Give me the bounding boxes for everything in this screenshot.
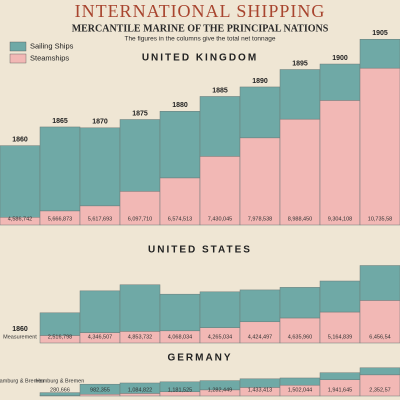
bar-segment xyxy=(279,377,321,386)
x-tick-label: 1890 xyxy=(252,78,268,85)
total-label: 6,574,513 xyxy=(168,216,192,222)
total-label: 5,617,693 xyxy=(88,216,112,222)
total-label: 6,456,54 xyxy=(369,334,390,340)
total-label: 982,355 xyxy=(90,387,110,393)
x-tick-label: 1860 xyxy=(12,326,28,333)
bar-segment xyxy=(239,378,281,388)
total-label: 4,424,497 xyxy=(248,334,272,340)
bar-segment xyxy=(319,372,361,380)
total-label: 1,502,044 xyxy=(288,387,312,393)
bar-segment xyxy=(279,118,321,226)
total-label: 1,181,525 xyxy=(168,387,192,393)
bar-segment xyxy=(319,280,361,313)
total-label: 1,941,645 xyxy=(328,387,352,393)
bar-segment xyxy=(39,312,81,336)
bar-segment xyxy=(239,86,281,139)
total-label: 8,988,450 xyxy=(288,216,312,222)
bar-segment xyxy=(359,265,400,301)
bar-segment xyxy=(119,284,161,332)
chart-title: INTERNATIONAL SHIPPING xyxy=(75,1,326,21)
bar-segment xyxy=(159,293,201,332)
total-label: 1,282,449 xyxy=(208,387,232,393)
legend-swatch xyxy=(9,53,27,64)
legend-label: Sailing Ships xyxy=(30,41,74,50)
x-tick-label: 1875 xyxy=(132,110,148,117)
bar-segment xyxy=(199,291,241,328)
x-tick-label: 1905 xyxy=(372,30,388,37)
panel-title: UNITED STATES xyxy=(148,245,252,256)
bar-segment xyxy=(359,300,400,344)
chart-note: The figures in the columns give the tota… xyxy=(124,36,275,43)
x-tick-label: 1860 xyxy=(12,136,28,143)
total-label: 5,164,839 xyxy=(328,334,352,340)
total-label: 9,304,108 xyxy=(328,216,352,222)
total-label: 4,586,742 xyxy=(8,216,32,222)
bar-segment xyxy=(319,100,361,226)
x-tick-label: 1885 xyxy=(212,87,228,94)
bar-segment xyxy=(159,177,201,226)
column-note: Hamburg & Bremen xyxy=(0,378,44,384)
total-label: 4,068,034 xyxy=(168,334,192,340)
total-label: 4,265,034 xyxy=(208,334,232,340)
bar-segment xyxy=(79,393,121,397)
total-label: 10,735,58 xyxy=(368,216,392,222)
chart-subtitle: MERCANTILE MARINE OF THE PRINCIPAL NATIO… xyxy=(72,23,329,34)
x-tick-label: 1880 xyxy=(172,102,188,109)
bar-segment xyxy=(359,67,400,226)
bar-segment xyxy=(79,290,121,333)
panel-title: GERMANY xyxy=(167,353,232,364)
bar-segment xyxy=(279,287,321,319)
bar-segment xyxy=(199,96,241,157)
bar-segment xyxy=(279,69,321,120)
total-label: 4,853,732 xyxy=(128,334,152,340)
legend-swatch xyxy=(9,41,27,52)
bar-segment xyxy=(39,126,81,212)
bar-segment xyxy=(119,393,161,397)
x-tick-label: 1900 xyxy=(332,55,348,62)
total-label: 5,666,873 xyxy=(48,216,72,222)
bar-segment xyxy=(0,145,41,218)
x-tick-label: 1870 xyxy=(92,119,108,126)
legend-label: Steamships xyxy=(30,53,69,62)
bar-segment xyxy=(79,127,121,207)
bar-segment xyxy=(239,137,281,226)
bar-segment xyxy=(239,289,281,323)
total-label: 1,084,822 xyxy=(128,387,152,393)
total-label: 7,430,045 xyxy=(208,216,232,222)
total-label: 7,978,538 xyxy=(248,216,272,222)
x-tick-label: 1865 xyxy=(52,118,68,125)
x-tick-label: 1895 xyxy=(292,60,308,67)
total-label: 2,352,57 xyxy=(369,387,390,393)
bar-segment xyxy=(159,111,201,179)
total-label: 280,666 xyxy=(50,387,70,393)
total-label: 4,346,507 xyxy=(88,334,112,340)
bar-segment xyxy=(199,156,241,226)
column-note: Hamburg & Bremen xyxy=(36,378,85,384)
total-label: 1,433,413 xyxy=(248,387,272,393)
total-label: 6,097,710 xyxy=(128,216,152,222)
total-label: Measurement xyxy=(3,334,37,340)
bar-segment xyxy=(359,367,400,376)
panel-title: UNITED KINGDOM xyxy=(142,53,258,64)
total-label: 4,635,960 xyxy=(288,334,312,340)
bar-segment xyxy=(319,63,361,101)
total-label: 2,516,798 xyxy=(48,334,72,340)
bar-segment xyxy=(359,39,400,69)
bar-segment xyxy=(119,119,161,192)
